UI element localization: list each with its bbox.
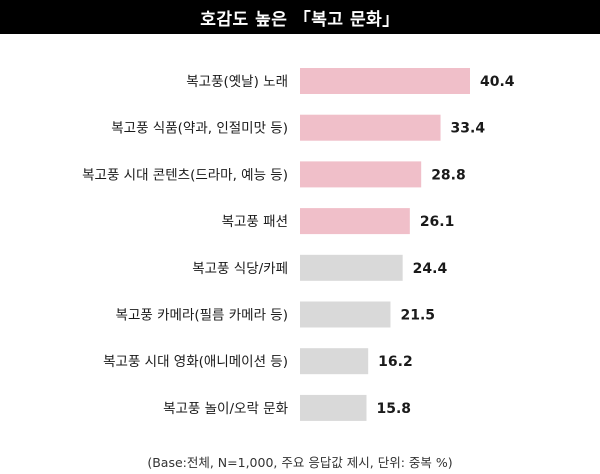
category-label-7: 복고풍 시대 영화(애니메이션 등): [103, 354, 288, 370]
bar-8: [300, 394, 367, 421]
category-label-1: 복고풍(옛날) 노래: [186, 74, 288, 90]
category-label-5: 복고풍 식당/카페: [192, 261, 288, 277]
footnote: (Base:전체, N=1,000, 주요 응답값 제시, 단위: 중복 %): [147, 455, 453, 470]
category-label-8: 복고풍 놀이/오락 문화: [163, 401, 288, 417]
bar-3: [300, 161, 422, 188]
category-label-3: 복고풍 시대 콘텐츠(드라마, 예능 등): [82, 167, 288, 183]
value-label-4: 26.1: [420, 214, 455, 230]
bar-4: [300, 208, 410, 235]
value-label-3: 28.8: [431, 167, 466, 183]
category-label-6: 복고풍 카메라(필름 카메라 등): [116, 308, 288, 324]
value-label-5: 24.4: [413, 261, 448, 277]
bar-6: [300, 301, 391, 328]
category-label-4: 복고풍 패션: [222, 214, 288, 230]
chart-title: 호감도 높은 「복고 문화」: [0, 0, 600, 34]
value-label-8: 15.8: [376, 401, 411, 417]
value-label-1: 40.4: [480, 74, 515, 90]
category-label-2: 복고풍 식품(약과, 인절미맛 등): [111, 121, 288, 137]
value-label-6: 21.5: [400, 308, 435, 324]
value-label-7: 16.2: [378, 354, 413, 370]
bar-5: [300, 254, 403, 281]
bar-7: [300, 348, 369, 375]
value-label-2: 33.4: [451, 121, 486, 137]
bar-2: [300, 114, 441, 141]
bar-1: [300, 68, 470, 94]
